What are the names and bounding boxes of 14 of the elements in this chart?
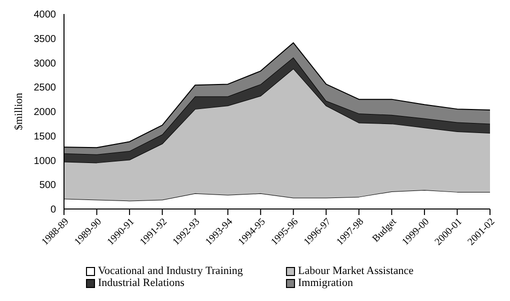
y-tick-label: 500 — [39, 180, 56, 192]
legend-label: Industrial Relations — [97, 277, 186, 289]
y-tick-label: 4000 — [34, 10, 56, 21]
legend-label: Immigration — [297, 277, 354, 289]
legend-label: Labour Market Assistance — [297, 265, 414, 277]
legend-label: Vocational and Industry Training — [97, 265, 244, 277]
y-tick-label: 2500 — [34, 82, 56, 94]
y-tick-label: 1500 — [34, 131, 56, 142]
y-tick-label: 3000 — [34, 58, 56, 70]
y-axis-title: $million — [12, 92, 25, 130]
y-tick-label: 3500 — [34, 34, 56, 45]
y-tick-label: 2000 — [34, 107, 56, 118]
y-tick-label: 1000 — [34, 156, 56, 167]
y-tick-label: 0 — [50, 204, 56, 216]
